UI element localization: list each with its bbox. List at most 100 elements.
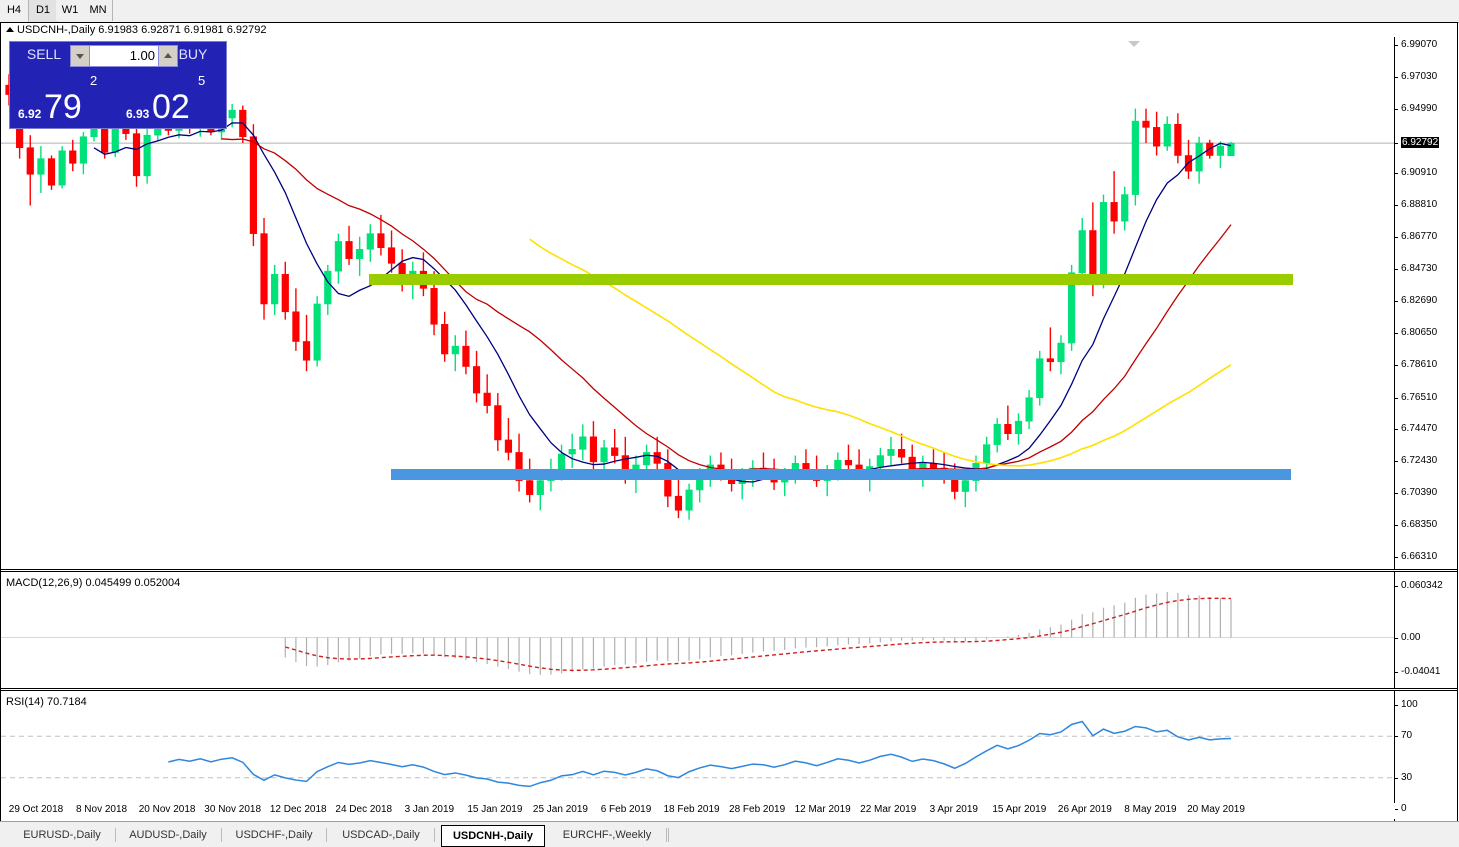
symbol-tab-eurchf[interactable]: EURCHF-,Weekly xyxy=(553,825,661,845)
tick-mark xyxy=(1394,237,1398,239)
sell-price-main: 79 xyxy=(44,88,82,126)
tab-separator xyxy=(221,828,222,842)
price-tick-label: 6.74470 xyxy=(1401,423,1438,435)
tick-mark xyxy=(1394,364,1398,366)
date-tick-label: 22 Mar 2019 xyxy=(860,804,917,815)
date-tick-label: 30 Nov 2018 xyxy=(204,804,262,815)
macd-tick-label: -0.04041 xyxy=(1401,666,1441,677)
date-tick-label: 20 May 2019 xyxy=(1187,804,1245,815)
price-tick: 6.88810 xyxy=(1394,199,1457,211)
symbol-tab-usdcad[interactable]: USDCAD-,Daily xyxy=(333,825,429,845)
tick-mark xyxy=(1394,672,1398,673)
buy-price-main: 02 xyxy=(152,88,190,126)
price-tick: 6.78610 xyxy=(1394,359,1457,371)
macd-pane[interactable]: MACD(12,26,9) 0.045499 0.052004 xyxy=(1,572,1457,688)
price-tick: 6.74470 xyxy=(1394,423,1457,435)
tab-separator xyxy=(326,828,327,842)
price-tick-label: 6.80650 xyxy=(1401,326,1438,338)
tab-separator xyxy=(115,828,116,842)
tick-mark xyxy=(1394,461,1398,463)
volume-input[interactable]: 1.00 xyxy=(70,45,160,67)
tick-mark xyxy=(1394,809,1398,810)
price-tick-label: 6.94990 xyxy=(1401,102,1438,114)
timeframe-label: H4 xyxy=(6,4,22,16)
rsi-tick-label: 0 xyxy=(1401,803,1407,814)
macd-tick: -0.04041 xyxy=(1394,666,1457,678)
volume-decrement-button[interactable] xyxy=(70,45,90,67)
price-tick-label: 6.86770 xyxy=(1401,231,1438,243)
date-tick-label: 3 Apr 2019 xyxy=(929,804,978,815)
tick-mark xyxy=(1394,269,1398,271)
pane-divider xyxy=(1,569,1457,570)
timeframe-h4[interactable]: H4 xyxy=(0,0,29,21)
date-tick-label: 18 Feb 2019 xyxy=(663,804,720,815)
buy-price-prefix: 6.93 xyxy=(126,107,150,121)
date-tick-label: 12 Dec 2018 xyxy=(269,804,327,815)
chart-shift-marker-icon[interactable] xyxy=(1128,41,1140,47)
symbol-tab-usdchf[interactable]: USDCHF-,Daily xyxy=(227,825,321,845)
price-tick: 6.68350 xyxy=(1394,519,1457,531)
macd-tick-label: 0.00 xyxy=(1401,631,1421,643)
price-tick: 6.80650 xyxy=(1394,327,1457,339)
timeframe-mn[interactable]: MN xyxy=(84,0,113,21)
collapse-triangle-icon[interactable] xyxy=(6,27,14,32)
timeframe-label: MN xyxy=(89,4,107,16)
price-tick: 6.70390 xyxy=(1394,487,1457,499)
symbol-tab-bar: EURUSD-,Daily AUDUSD-,Daily USDCHF-,Daily U… xyxy=(0,821,1459,847)
one-click-header: SELL 1.00 BUY xyxy=(10,42,226,67)
price-tick: 6.66310 xyxy=(1394,551,1457,563)
rsi-scale[interactable]: 100 70 30 0 xyxy=(1394,691,1457,821)
tick-mark xyxy=(1394,332,1398,334)
timeframe-d1[interactable]: D1 xyxy=(28,0,58,22)
rsi-tick-label: 30 xyxy=(1401,771,1413,783)
price-tick-label: 6.68350 xyxy=(1401,519,1438,531)
tab-separator xyxy=(434,828,435,842)
macd-scale[interactable]: 0.060342 0.00 -0.04041 xyxy=(1394,572,1457,688)
tick-mark xyxy=(1394,172,1398,174)
tick-mark xyxy=(1394,586,1398,587)
volume-increment-button[interactable] xyxy=(158,45,178,67)
price-tick-label: 6.70390 xyxy=(1401,487,1438,499)
macd-plot xyxy=(1,592,1394,675)
price-scale[interactable]: 6.99070 6.97030 6.94990 6.92792 6.90910 6.888… xyxy=(1394,37,1457,569)
tick-mark xyxy=(1394,108,1398,110)
sell-button[interactable]: 6.92 79 2 xyxy=(12,69,116,126)
symbol-tab-eurusd[interactable]: EURUSD-,Daily xyxy=(14,825,110,845)
price-tick: 6.90910 xyxy=(1394,167,1457,179)
macd-label: MACD(12,26,9) 0.045499 0.052004 xyxy=(6,577,181,589)
symbol-tab-audusd[interactable]: AUDUSD-,Daily xyxy=(120,825,216,845)
pane-divider xyxy=(1,690,1457,691)
tick-mark xyxy=(1394,705,1398,706)
one-click-trading-panel[interactable]: SELL 1.00 BUY 6.92 79 2 6.93 02 5 xyxy=(9,41,227,129)
symbol-tab-label: USDCNH-,Daily xyxy=(452,830,534,842)
rsi-plot xyxy=(1,720,1394,788)
timeframe-w1[interactable]: W1 xyxy=(56,0,85,21)
symbol-tab-usdcnh[interactable]: USDCNH-,Daily xyxy=(441,825,545,847)
date-tick-label: 15 Jan 2019 xyxy=(467,804,523,815)
macd-tick-label: 0.060342 xyxy=(1401,580,1443,591)
price-tick: 6.84730 xyxy=(1394,263,1457,275)
chart-symbol-bar: USDCNH-,Daily 6.91983 6.92871 6.91981 6.… xyxy=(1,23,1457,37)
date-tick-label: 20 Nov 2018 xyxy=(138,804,196,815)
tick-mark xyxy=(1394,429,1398,431)
price-tick: 6.76510 xyxy=(1394,392,1457,404)
price-tick: 6.97030 xyxy=(1394,71,1457,83)
tick-mark xyxy=(1394,777,1398,779)
sell-price-fraction: 2 xyxy=(90,73,98,88)
tick-mark xyxy=(1394,736,1398,738)
price-tick-label: 6.88810 xyxy=(1401,199,1438,211)
tick-mark xyxy=(1394,557,1398,558)
buy-button[interactable]: 6.93 02 5 xyxy=(120,69,224,126)
price-tick-label: 6.84730 xyxy=(1401,263,1438,275)
sell-price-prefix: 6.92 xyxy=(18,107,42,121)
price-tick-label: 6.99070 xyxy=(1401,39,1438,50)
date-tick-label: 25 Jan 2019 xyxy=(532,804,588,815)
price-tick: 6.82690 xyxy=(1394,295,1457,307)
tick-mark xyxy=(1394,143,1398,145)
date-tick-label: 29 Oct 2018 xyxy=(8,804,64,815)
volume-value: 1.00 xyxy=(129,48,155,63)
macd-tick: 0.00 xyxy=(1394,632,1457,644)
symbol-tab-label: EURUSD-,Daily xyxy=(23,829,101,841)
rsi-pane[interactable]: RSI(14) 70.7184 xyxy=(1,691,1457,821)
